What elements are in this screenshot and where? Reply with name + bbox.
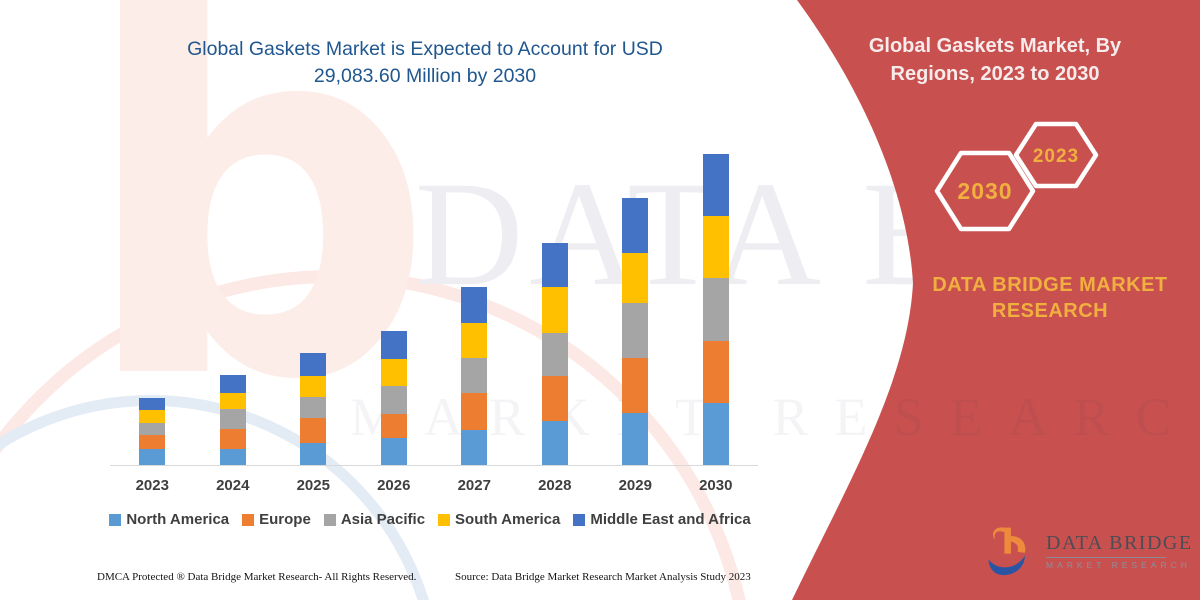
x-tick-2029: 2029	[618, 477, 652, 494]
chart-title-text: Global Gaskets Market is Expected to Acc…	[187, 38, 663, 88]
bar-slot-2029	[595, 145, 676, 465]
stacked-bar-2023	[139, 397, 166, 465]
bar-segment-south-america	[622, 252, 649, 304]
bar-segment-asia-pacific	[622, 303, 649, 359]
bar-segment-europe	[300, 418, 327, 443]
bar-segment-asia-pacific	[541, 333, 568, 377]
legend-label-north-america: North America	[126, 511, 230, 528]
legend-label-europe: Europe	[259, 511, 311, 528]
stacked-bar-2026	[380, 331, 407, 465]
bar-segment-europe	[461, 393, 488, 430]
legend-label-middle-east-and-africa: Middle East and Africa	[590, 511, 751, 528]
legend-item-north-america: North America	[109, 511, 229, 528]
bar-segment-asia-pacific	[461, 357, 488, 394]
footer-source-text: Source: Data Bridge Market Research Mark…	[455, 571, 751, 583]
bar-segment-south-america	[380, 358, 407, 387]
bar-segment-asia-pacific	[300, 396, 327, 419]
stacked-bar-2028	[541, 243, 568, 465]
bar-segment-asia-pacific	[139, 422, 166, 436]
bar-segment-north-america	[380, 437, 407, 465]
bar-segment-north-america	[461, 430, 488, 465]
bar-segment-south-america	[139, 410, 166, 423]
x-tick-2030: 2030	[699, 477, 733, 494]
bar-segment-north-america	[541, 420, 568, 465]
x-tick-2025: 2025	[296, 477, 330, 494]
bar-segment-europe	[622, 358, 649, 413]
legend-swatch-middle-east-and-africa	[573, 513, 586, 526]
bar-segment-middle-east-and-africa	[461, 287, 488, 323]
bar-segment-europe	[702, 340, 729, 404]
bar-segment-asia-pacific	[219, 408, 246, 429]
x-tick-2024: 2024	[216, 477, 250, 494]
x-axis-baseline	[110, 465, 758, 466]
chart-legend: North America Europe Asia Pacific South Ame…	[95, 511, 765, 528]
legend-swatch-north-america	[109, 513, 122, 526]
bar-segment-north-america	[622, 412, 649, 465]
legend-swatch-europe	[242, 513, 255, 526]
bar-slot-2025	[273, 145, 354, 465]
legend-item-middle-east-and-africa: Middle East and Africa	[573, 511, 751, 528]
stacked-bar-2025	[300, 352, 327, 465]
x-tick-2027: 2027	[457, 477, 491, 494]
bar-segment-middle-east-and-africa	[622, 198, 649, 253]
bar-segment-asia-pacific	[380, 386, 407, 414]
legend-item-europe: Europe	[242, 511, 311, 528]
bar-segment-north-america	[219, 448, 246, 465]
bar-segment-europe	[139, 435, 166, 450]
stacked-bar-2029	[622, 198, 649, 465]
plot-area	[112, 145, 756, 465]
bar-slot-2026	[354, 145, 435, 465]
bar-segment-middle-east-and-africa	[702, 154, 729, 217]
stacked-bar-2024	[219, 375, 246, 465]
x-tick-2028: 2028	[538, 477, 572, 494]
stacked-bar-2030	[702, 154, 729, 465]
legend-swatch-south-america	[438, 513, 451, 526]
bar-segment-south-america	[219, 392, 246, 409]
bar-segment-middle-east-and-africa	[541, 243, 568, 288]
x-axis-tick-row: 2023 2024 2025 2026 2027 2028 2029 2030	[112, 477, 756, 494]
stacked-bar-2027	[461, 287, 488, 465]
bar-segment-north-america	[300, 442, 327, 465]
x-tick-2026: 2026	[377, 477, 411, 494]
bar-segment-asia-pacific	[702, 278, 729, 341]
legend-item-asia-pacific: Asia Pacific	[323, 511, 426, 528]
chart-title: Global Gaskets Market is Expected to Acc…	[115, 36, 735, 91]
bar-segment-europe	[380, 413, 407, 438]
legend-label-south-america: South America	[455, 511, 561, 528]
bar-segment-south-america	[541, 287, 568, 334]
bar-slot-2027	[434, 145, 515, 465]
legend-item-south-america: South America	[438, 511, 560, 528]
footer-dmca-text: DMCA Protected ® Data Bridge Market Rese…	[97, 571, 417, 583]
bar-segment-middle-east-and-africa	[219, 375, 246, 393]
bar-segment-south-america	[300, 376, 327, 397]
bar-slot-2030	[676, 145, 757, 465]
bar-segment-south-america	[702, 216, 729, 279]
bar-segment-europe	[219, 428, 246, 449]
legend-swatch-asia-pacific	[323, 513, 336, 526]
bar-segment-middle-east-and-africa	[300, 352, 327, 377]
bar-segment-middle-east-and-africa	[139, 397, 166, 411]
bar-segment-north-america	[702, 403, 729, 465]
x-tick-2023: 2023	[135, 477, 169, 494]
bar-slot-2028	[515, 145, 596, 465]
bar-slot-2023	[112, 145, 193, 465]
bar-slot-2024	[193, 145, 274, 465]
legend-label-asia-pacific: Asia Pacific	[340, 511, 426, 528]
bar-segment-middle-east-and-africa	[380, 331, 407, 359]
bar-segment-europe	[541, 376, 568, 421]
red-panel-shape	[792, 0, 1200, 600]
bar-segment-north-america	[139, 449, 166, 465]
bar-segment-south-america	[461, 322, 488, 358]
